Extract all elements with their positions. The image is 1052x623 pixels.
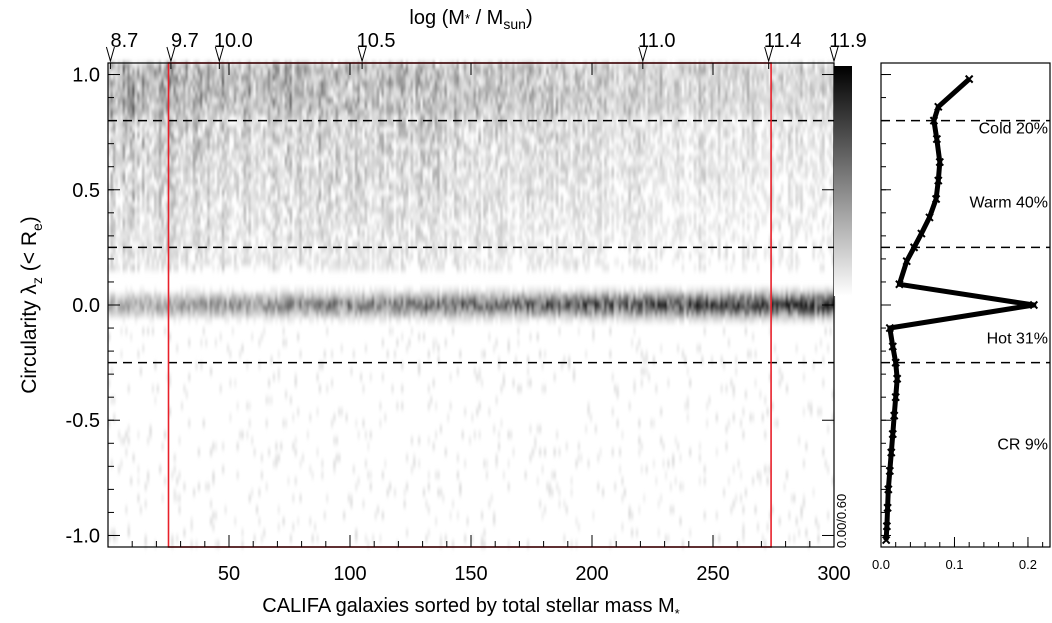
- profile-point: [892, 374, 902, 383]
- x-tick-label: 300: [817, 563, 850, 585]
- side-annotations: Cold 20% Warm 40% Hot 31% CR 9%: [969, 121, 1048, 454]
- profile-point: [890, 411, 899, 420]
- profile-point: [902, 257, 911, 266]
- mass-tick-label: 10.5: [357, 30, 396, 52]
- profile-point: [925, 213, 934, 222]
- profile-point: [882, 522, 892, 531]
- y-tick-label: 0.0: [72, 295, 100, 317]
- colorbar-label: 0.00/0.60: [834, 494, 849, 548]
- mass-tick-label: 11.9: [829, 30, 866, 52]
- profile-point: [929, 116, 939, 125]
- mass-tick-label: 8.7: [111, 30, 139, 52]
- mass-tick-label: 9.7: [171, 30, 199, 52]
- top-mass-ticks: 8.7 9.7 10.0 10.5 11.0 11.4 11.9: [105, 30, 867, 69]
- side-x-tick-label: 0.0: [872, 557, 890, 572]
- profile-line: [883, 77, 1037, 541]
- component-annotation: Warm 40%: [969, 194, 1048, 211]
- chart-title: log (M* / Msun): [409, 7, 532, 32]
- component-annotation: Hot 31%: [987, 330, 1048, 347]
- profile-point: [934, 176, 943, 185]
- dashed-divider-lines: [108, 119, 834, 364]
- y-tick-label: 0.5: [72, 180, 100, 202]
- profile-point: [885, 466, 895, 476]
- component-annotation: CR 9%: [997, 436, 1048, 453]
- mass-tick-label: 11.0: [638, 30, 675, 52]
- profile-point: [888, 429, 897, 439]
- x-tick-label: 150: [454, 563, 487, 585]
- x-tick-label: 250: [696, 563, 729, 585]
- profile-point: [884, 485, 893, 494]
- x-tick-label: 50: [218, 563, 240, 585]
- profile-point: [881, 535, 891, 545]
- y-tick-label: 1.0: [72, 65, 100, 87]
- profile-point: [891, 392, 900, 402]
- x-tick-label: 100: [333, 563, 366, 585]
- profile-point: [883, 503, 892, 513]
- side-x-axis-ticks: 0.0 0.1 0.2: [872, 537, 1044, 572]
- heatmap: [108, 63, 835, 548]
- y-axis-ticks: 1.0 0.5 0.0 -0.5 -1.0: [66, 65, 834, 547]
- profile-point: [932, 134, 942, 144]
- side-panel: 0.0 0.1 0.2 Cold 20% Warm 40% Hot 31% CR 9%: [872, 62, 1051, 572]
- side-x-tick-label: 0.1: [945, 557, 963, 572]
- side-dashed-divider-lines: [881, 119, 1050, 364]
- profile-point: [885, 323, 895, 333]
- profile-point: [964, 74, 974, 84]
- profile-point: [1029, 300, 1039, 310]
- x-axis-ticks: 50 100 150 200 250 300: [131, 63, 851, 585]
- x-tick-label: 200: [575, 563, 608, 585]
- profile-point: [931, 194, 941, 204]
- mass-tick-label: 10.0: [214, 30, 253, 52]
- side-profile-line: [881, 74, 1039, 545]
- y-tick-label: -1.0: [66, 525, 100, 547]
- y-axis-label: Circularity λz (< Re): [18, 216, 45, 394]
- profile-point: [887, 448, 896, 457]
- colorbar: 0.00/0.60: [834, 66, 852, 548]
- profile-point: [891, 358, 900, 367]
- side-x-tick-label: 0.2: [1019, 557, 1037, 572]
- component-annotation: Cold 20%: [979, 121, 1048, 138]
- y-tick-label: -0.5: [66, 410, 100, 432]
- profile-point: [895, 280, 904, 289]
- mass-tick-label: 11.4: [764, 30, 801, 52]
- main-panel: 50 100 150 200 250 300 1.0 0.5 0.0 -0.5 -1.0 8.7 9…: [66, 30, 867, 585]
- profile-point: [909, 243, 919, 252]
- profile-point: [888, 342, 897, 351]
- profile-point: [934, 102, 943, 111]
- profile-point: [935, 157, 944, 167]
- profile-point: [917, 229, 926, 238]
- colorbar-gradient: [834, 66, 852, 296]
- x-axis-label: CALIFA galaxies sorted by total stellar …: [262, 595, 679, 621]
